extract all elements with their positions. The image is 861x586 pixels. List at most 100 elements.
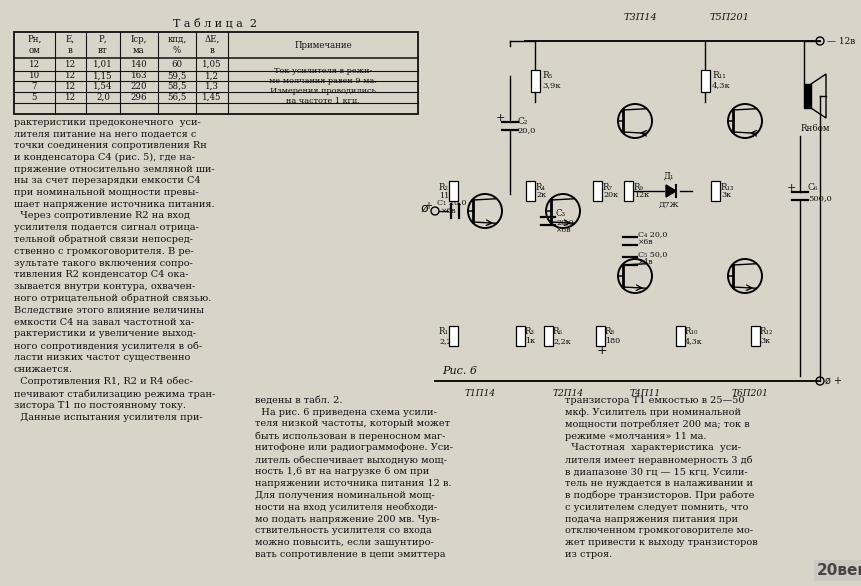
Text: Е,
в: Е, в — [66, 35, 75, 55]
Text: 2к: 2к — [536, 191, 546, 199]
Bar — [525, 181, 535, 201]
Bar — [710, 181, 720, 201]
Text: 3к: 3к — [760, 337, 770, 345]
Bar — [596, 326, 604, 346]
Text: 2,2к: 2,2к — [439, 337, 456, 345]
Text: кпд,
%: кпд, % — [167, 35, 187, 55]
Text: 20,0: 20,0 — [517, 126, 536, 134]
Text: 1к: 1к — [525, 337, 536, 345]
Bar — [751, 326, 759, 346]
Text: Рис. 6: Рис. 6 — [443, 366, 478, 376]
Text: 58,5: 58,5 — [167, 82, 187, 91]
Bar — [14, 32, 418, 114]
Text: +: + — [424, 201, 432, 211]
Text: 1,15: 1,15 — [93, 71, 113, 80]
Text: +: + — [787, 183, 796, 193]
Text: R₁: R₁ — [439, 326, 449, 336]
Text: 163: 163 — [131, 71, 147, 80]
Text: ×4в: ×4в — [638, 258, 653, 266]
Text: 220: 220 — [131, 82, 147, 91]
Text: Т4П11: Т4П11 — [629, 389, 660, 398]
Text: C₁ 20,0: C₁ 20,0 — [437, 198, 467, 206]
Text: Ток усилителя в режи-
ме молчания равен 9 ма.
Измерения проводились
на частоте 1: Ток усилителя в режи- ме молчания равен … — [269, 67, 377, 105]
Text: 12: 12 — [65, 93, 76, 102]
Text: R₇: R₇ — [603, 182, 613, 192]
Text: C₄ 20,0: C₄ 20,0 — [638, 230, 667, 238]
Text: 296: 296 — [131, 93, 147, 102]
Text: ×6в: ×6в — [556, 226, 572, 234]
Text: R₆: R₆ — [553, 326, 563, 336]
Text: Рн,
ом: Рн, ом — [28, 35, 41, 55]
Text: 56,5: 56,5 — [167, 93, 187, 102]
Text: R₁₁: R₁₁ — [712, 70, 726, 80]
Text: R₁₀: R₁₀ — [685, 326, 698, 336]
Text: ø +: ø + — [825, 376, 842, 386]
Bar — [449, 326, 457, 346]
Text: C₂: C₂ — [517, 117, 528, 125]
Text: Т2П14: Т2П14 — [553, 389, 584, 398]
Text: Д7Ж: Д7Ж — [659, 201, 679, 209]
Bar — [676, 326, 684, 346]
Text: 500,0: 500,0 — [808, 194, 832, 202]
Text: — 12в: — 12в — [827, 36, 855, 46]
Text: 12: 12 — [65, 71, 76, 80]
Text: C₆: C₆ — [808, 183, 818, 192]
Text: Т а б л и ц а  2: Т а б л и ц а 2 — [173, 18, 257, 29]
Text: R₄: R₄ — [536, 182, 546, 192]
Text: Примечание: Примечание — [294, 40, 352, 49]
Text: 2,0: 2,0 — [96, 93, 110, 102]
Text: C₅ 50,0: C₅ 50,0 — [638, 250, 667, 258]
Bar — [592, 181, 602, 201]
Text: 4,3к: 4,3к — [712, 81, 731, 89]
Text: Т5П201: Т5П201 — [710, 13, 750, 22]
Text: 12: 12 — [65, 82, 76, 91]
Bar — [543, 326, 553, 346]
Text: +: + — [597, 343, 607, 356]
Text: рактеристики предоконечного  уси-
лителя питание на него подается с
точки соедин: рактеристики предоконечного уси- лителя … — [14, 118, 215, 422]
Text: R₉: R₉ — [634, 182, 644, 192]
Polygon shape — [666, 185, 676, 197]
Text: 1,05: 1,05 — [202, 60, 222, 69]
Text: 140: 140 — [131, 60, 147, 69]
Text: R₁₂: R₁₂ — [760, 326, 773, 336]
Text: 11к: 11к — [439, 192, 455, 200]
Text: 10: 10 — [29, 71, 40, 80]
Text: 1,3: 1,3 — [205, 82, 219, 91]
Text: 180: 180 — [605, 337, 620, 345]
Text: 1,01: 1,01 — [93, 60, 113, 69]
Text: 12к: 12к — [634, 191, 649, 199]
Text: 4,3к: 4,3к — [685, 337, 703, 345]
Text: +: + — [496, 113, 505, 123]
Text: 3,9к: 3,9к — [542, 81, 561, 89]
Text: R₅: R₅ — [542, 70, 553, 80]
Text: R₁₃: R₁₃ — [721, 182, 734, 192]
Text: 20век: 20век — [817, 563, 861, 578]
Text: Iср,
ма: Iср, ма — [131, 35, 147, 55]
Text: 1,54: 1,54 — [93, 82, 113, 91]
Bar — [449, 181, 457, 201]
Text: транзистора T1 емкостью в 25—50
мкф. Усилитель при номинальной
мощности потребля: транзистора T1 емкостью в 25—50 мкф. Уси… — [565, 396, 758, 558]
Text: R₈: R₈ — [605, 326, 615, 336]
Text: ведены в табл. 2.
  На рис. 6 приведена схема усили-
теля низкой частоты, которы: ведены в табл. 2. На рис. 6 приведена сх… — [255, 396, 453, 558]
Text: Д₁: Д₁ — [664, 172, 674, 181]
Bar — [530, 70, 540, 92]
Text: 59,5: 59,5 — [167, 71, 187, 80]
Text: 60: 60 — [171, 60, 183, 69]
Text: 2,2к: 2,2к — [553, 337, 571, 345]
Text: 3к: 3к — [721, 191, 731, 199]
Text: Т3П14: Т3П14 — [623, 13, 657, 22]
Text: 1,45: 1,45 — [202, 93, 222, 102]
Text: C₃: C₃ — [556, 210, 567, 219]
Bar — [804, 84, 811, 108]
Text: 20,0: 20,0 — [556, 218, 573, 226]
Text: ×6в: ×6в — [638, 238, 653, 246]
Text: Т1П14: Т1П14 — [464, 389, 496, 398]
Text: ø: ø — [420, 202, 428, 214]
Text: 5: 5 — [32, 93, 37, 102]
Bar — [701, 70, 709, 92]
Text: Р,
вт: Р, вт — [98, 35, 108, 55]
Text: ×6в: ×6в — [441, 207, 456, 215]
Bar — [516, 326, 524, 346]
Text: 12: 12 — [29, 60, 40, 69]
Text: 20к: 20к — [603, 191, 618, 199]
